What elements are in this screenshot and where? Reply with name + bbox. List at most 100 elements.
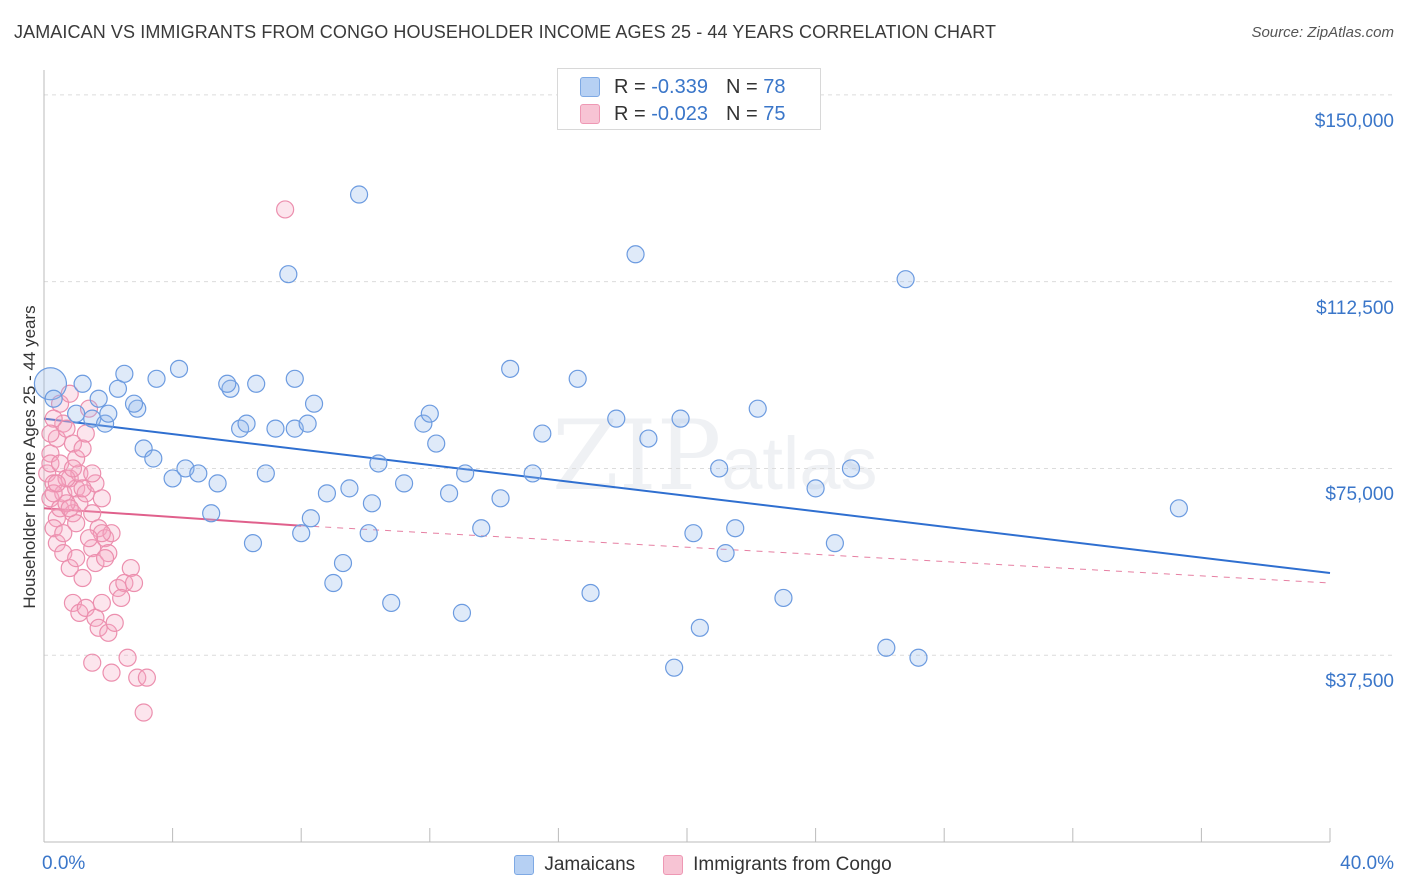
jamaican-point [607,409,626,428]
jamaican-point [208,474,227,493]
jamaican-point [909,648,928,667]
congo-point [102,524,121,543]
congo-points [38,200,295,722]
jamaican-point [394,474,414,493]
y-tick-label: $112,500 [1316,297,1394,319]
congo-point [102,663,121,682]
jamaican-point [324,573,343,593]
congo-point [57,494,76,513]
jamaican-point [256,464,275,483]
series-swatch-jamaicans [514,855,535,875]
jamaican-point [128,399,147,418]
watermark-zip: ZIP [552,400,722,512]
jamaican-point [382,593,401,613]
congo-point [276,200,295,219]
x-tick-min: 0.0% [42,853,86,874]
congo-point [70,494,89,513]
jamaican-point [243,534,263,553]
jamaican-point [452,603,472,622]
congo-point [73,479,92,498]
congo-point [67,479,86,498]
grid-lines [44,94,1392,656]
congo-point [67,514,86,533]
jamaican-point [340,479,359,498]
congo-point [73,568,92,588]
congo-point [112,588,131,608]
jamaican-point [427,434,446,453]
jamaican-point [108,379,128,398]
series-swatch-congo [663,855,684,875]
y-tick-label: $150,000 [1314,110,1394,132]
congo-point [41,424,60,443]
congo-point [92,489,111,508]
jamaican-point [333,553,353,573]
jamaican-point [568,369,587,388]
legend-swatch-jamaicans [580,77,600,97]
jamaican-point [247,374,266,393]
legend-n-value: 75 [763,102,786,125]
jamaican-point [420,404,439,423]
congo-point [44,519,63,538]
jamaican-point [147,369,166,388]
series-legend-jamaicans[interactable]: Jamaicans [514,854,635,876]
jamaican-point [806,479,825,498]
congo-point [83,464,102,483]
chart-title: JAMAICAN VS IMMIGRANTS FROM CONGO HOUSEH… [14,22,997,42]
legend-n-value: 78 [763,75,786,98]
congo-point [54,414,73,433]
congo-point [63,459,83,478]
jamaican-point [684,524,703,543]
congo-point [54,524,73,543]
congo-point [115,573,134,593]
series-label-congo: Immigrants from Congo [693,854,892,875]
congo-point [121,558,140,578]
congo-point [44,409,63,428]
congo-point [60,499,79,518]
jamaican-point [169,359,189,378]
watermark: ZIPatlas [552,400,878,512]
jamaican-point [144,449,163,468]
jamaican-point [716,544,735,563]
jamaican-point [726,519,745,538]
jamaican-point [369,454,388,473]
jamaican-point [414,414,433,433]
legend-n-label: N = [725,75,758,98]
congo-point [67,549,86,568]
jamaican-point [825,534,844,553]
jamaican-point [439,484,459,503]
series-legend-congo[interactable]: Immigrants from Congo [663,854,892,876]
congo-point [41,454,60,473]
watermark-atlas: atlas [721,422,878,505]
jamaican-point [690,618,709,637]
congo-point [63,504,83,523]
legend-row-jamaicans: R = -0.339 N = 78 [580,74,785,100]
jamaican-point [456,464,475,483]
jamaican-point [896,270,915,289]
trendlines [43,417,1331,584]
legend-n-label: N = [725,102,758,125]
jamaican-point [841,459,861,478]
congo-point [41,444,60,463]
legend-r-value: -0.023 [651,102,708,125]
congo-point [105,613,124,632]
congo-point [99,544,118,563]
jamaican-point [301,509,320,528]
jamaican-point [279,265,298,284]
legend-r-label: R = [614,75,646,98]
legend-swatch-congo [580,104,600,124]
jamaican-point [163,469,182,488]
congo-point [79,529,99,548]
jamaican-point [44,389,63,408]
legend: R = -0.339 N = 78 R = -0.023 N = 75 [557,68,821,130]
congo-point [86,608,105,627]
jamaican-point [292,524,311,543]
congo-point [118,648,137,667]
jamaican-point [362,494,382,513]
jamaican-point [221,379,240,398]
jamaican-point [285,369,304,388]
jamaican-point [304,394,324,413]
y-tick-label: $75,000 [1325,484,1394,506]
jamaican-point [89,389,108,408]
congo-point [73,439,92,458]
